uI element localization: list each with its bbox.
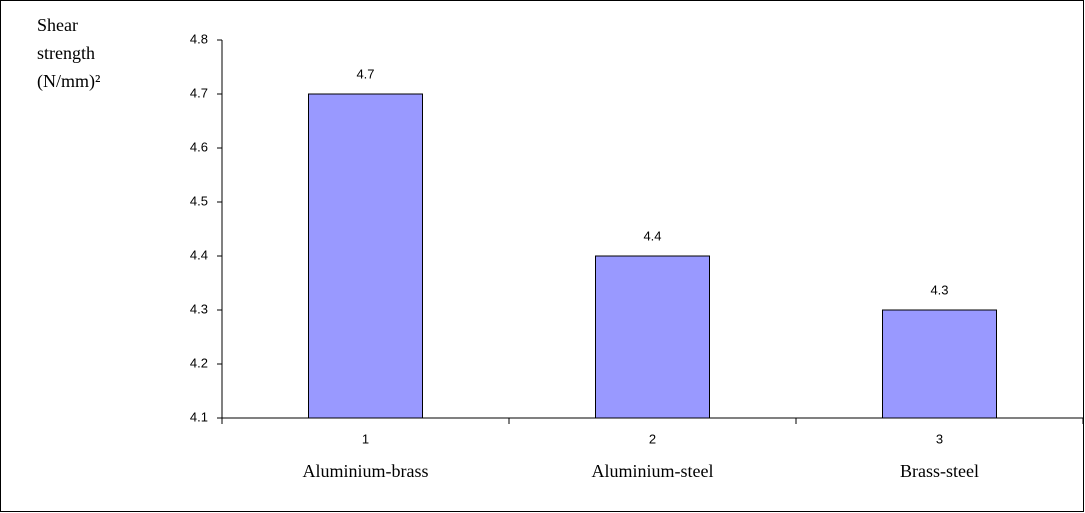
- bar: [882, 309, 997, 419]
- y-tick-label: 4.8: [190, 31, 208, 46]
- data-label: 4.7: [356, 66, 374, 81]
- y-tick-label: 4.4: [190, 247, 208, 262]
- bar: [308, 93, 423, 419]
- x-tick-label: 3: [936, 431, 943, 446]
- x-tick-label: 1: [362, 431, 369, 446]
- y-axis-label: Shear: [37, 15, 78, 35]
- y-tick-label: 4.2: [190, 355, 208, 370]
- category-name: Brass-steel: [900, 461, 979, 481]
- y-axis-label: (N/mm)²: [37, 71, 100, 92]
- y-tick-label: 4.3: [190, 301, 208, 316]
- x-tick-label: 2: [649, 431, 656, 446]
- category-name: Aluminium-steel: [592, 461, 714, 481]
- y-axis-label: strength: [37, 43, 95, 63]
- y-tick-label: 4.7: [190, 85, 208, 100]
- y-tick-label: 4.5: [190, 193, 208, 208]
- data-label: 4.3: [930, 282, 948, 297]
- y-tick-label: 4.1: [190, 409, 208, 424]
- data-label: 4.4: [643, 228, 661, 243]
- y-tick-label: 4.6: [190, 139, 208, 154]
- bar: [595, 255, 710, 419]
- category-name: Aluminium-brass: [303, 461, 429, 481]
